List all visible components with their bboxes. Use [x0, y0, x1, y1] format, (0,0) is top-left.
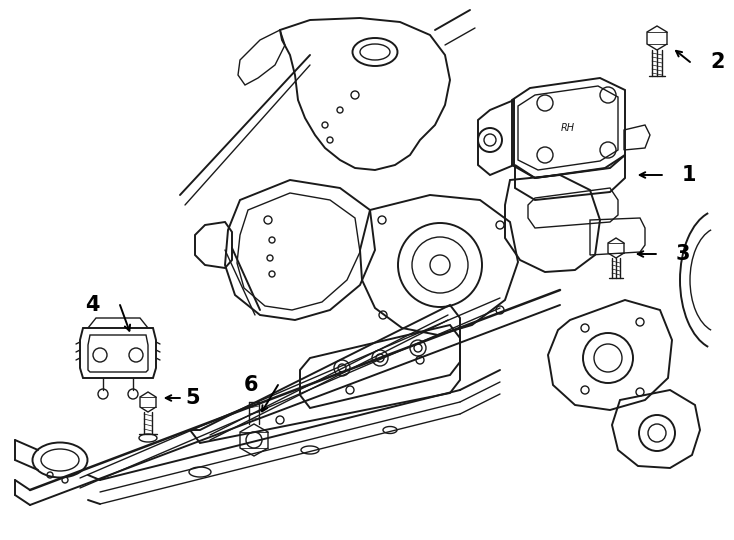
Text: 4: 4: [85, 295, 100, 315]
Text: 6: 6: [244, 375, 258, 395]
Text: 1: 1: [682, 165, 697, 185]
Text: 2: 2: [710, 52, 724, 72]
Text: 5: 5: [186, 388, 200, 408]
Text: RH: RH: [561, 123, 575, 133]
Text: 3: 3: [676, 244, 691, 264]
